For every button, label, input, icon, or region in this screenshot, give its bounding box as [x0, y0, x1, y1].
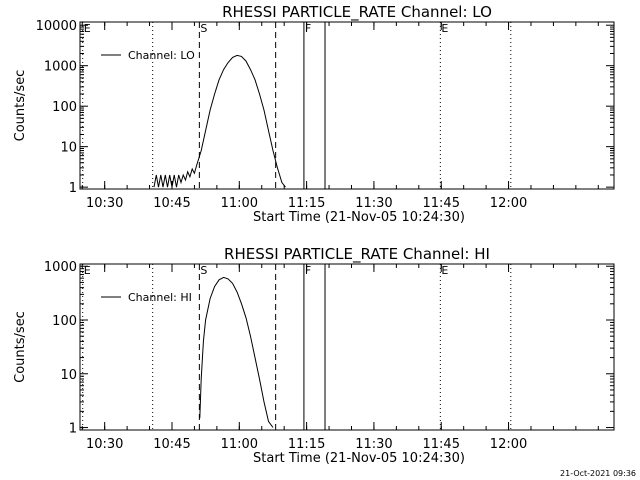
x-tick-label: 10:30 — [86, 437, 123, 452]
y-tick-label: 10000 — [36, 19, 77, 34]
chart-title: RHESSI PARTICLE_RATE Channel: LO — [222, 3, 492, 22]
series-line-1 — [199, 276, 274, 428]
marker-label: F — [305, 22, 311, 35]
y-axis-label: Counts/sec — [13, 70, 28, 142]
legend-label: Channel: HI — [128, 291, 192, 304]
marker-label: S — [200, 264, 207, 277]
marker-label: F — [305, 264, 311, 277]
x-tick-label: 11:30 — [355, 437, 392, 452]
y-axis-label: Counts/sec — [13, 311, 28, 383]
y-tick-label: 1 — [69, 181, 77, 196]
panel-1: RHESSI PARTICLE_RATE Channel: LO 1 10 100 10… — [13, 3, 615, 225]
x-tick-label: 11:15 — [288, 437, 325, 452]
y-tick-label: 1000 — [44, 60, 77, 75]
plot-frame — [79, 21, 615, 190]
x-tick-label: 11:00 — [221, 196, 258, 211]
x-axis-label: Start Time (21-Nov-05 10:24:30) — [253, 451, 465, 466]
panel-2: RHESSI PARTICLE_RATE Channel: HI 1 10 100 10… — [13, 245, 615, 466]
y-tick-label: 100 — [52, 314, 77, 329]
footer-timestamp: 21-Oct-2021 09:36 — [560, 469, 636, 478]
x-tick-label: 10:30 — [86, 196, 123, 211]
y-tick-label: 10 — [60, 141, 77, 156]
y-tick-label: 10 — [60, 368, 77, 383]
x-tick-label: 11:00 — [221, 437, 258, 452]
series-line-1 — [153, 54, 286, 188]
chart-title: RHESSI PARTICLE_RATE Channel: HI — [224, 245, 490, 264]
x-tick-label: 11:45 — [423, 437, 460, 452]
x-tick-label: 12:00 — [490, 196, 527, 211]
y-tick-label: 1 — [69, 422, 77, 437]
marker-label: E — [84, 22, 91, 35]
x-axis-label: Start Time (21-Nov-05 10:24:30) — [253, 210, 465, 225]
marker-label: E — [84, 264, 91, 277]
marker-label: S — [200, 22, 207, 35]
x-tick-label: 12:00 — [490, 437, 527, 452]
x-tick-label: 10:45 — [153, 196, 190, 211]
x-tick-label: 11:30 — [355, 196, 392, 211]
marker-label: E — [441, 22, 448, 35]
y-tick-label: 100 — [52, 100, 77, 115]
y-tick-label: 1000 — [44, 260, 77, 275]
x-tick-label: 11:15 — [288, 196, 325, 211]
plot-frame — [79, 263, 615, 431]
marker-label: E — [441, 264, 448, 277]
x-tick-label: 11:45 — [423, 196, 460, 211]
legend-label: Channel: LO — [128, 49, 195, 62]
x-tick-label: 10:45 — [153, 437, 190, 452]
